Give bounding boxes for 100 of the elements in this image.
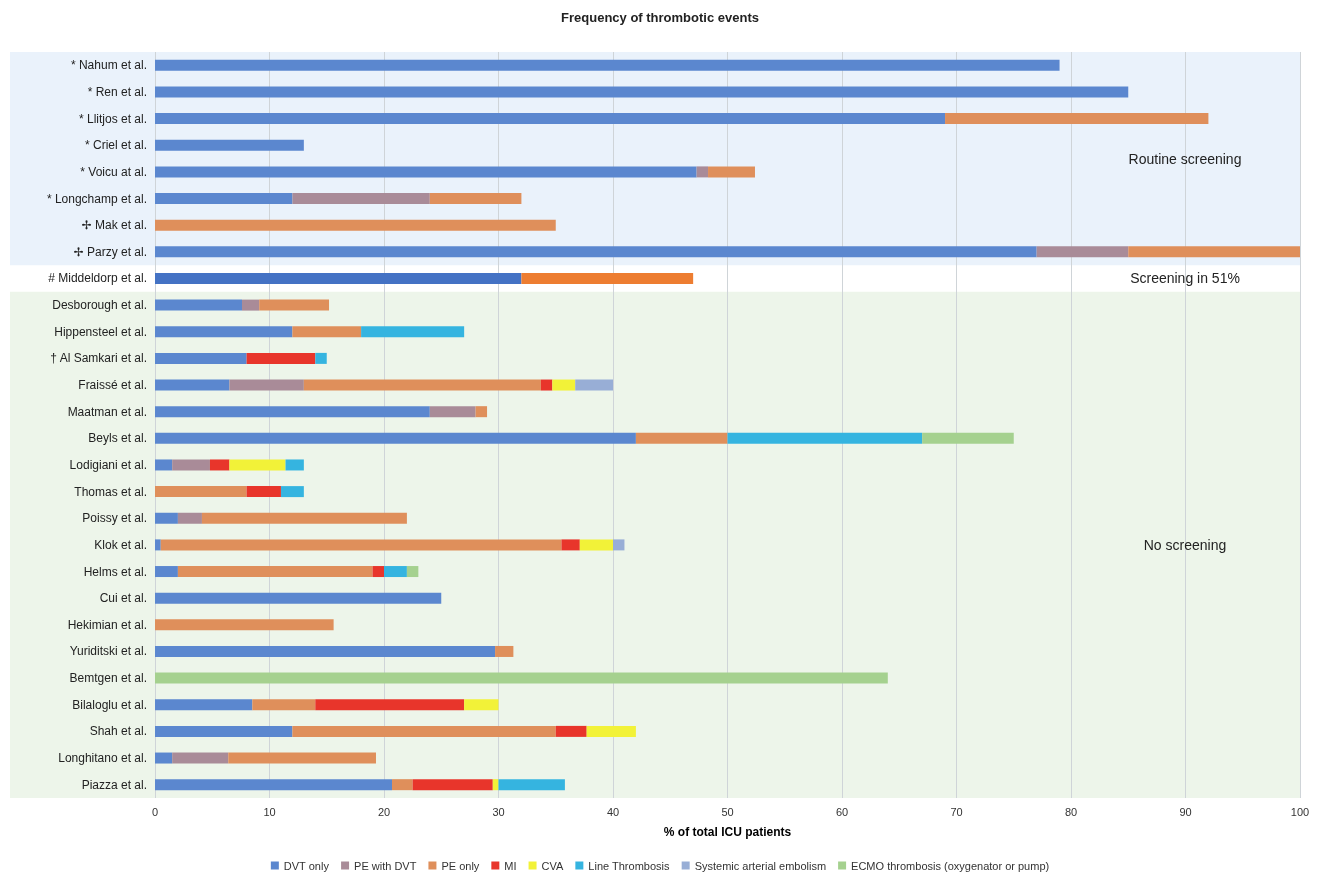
x-tick-label: 90 bbox=[1179, 805, 1192, 818]
legend-label: MI bbox=[504, 859, 517, 872]
x-tick-label: 100 bbox=[1290, 805, 1310, 818]
annotation: Screening in 51% bbox=[1130, 270, 1240, 287]
bar bbox=[259, 299, 330, 311]
bar bbox=[635, 432, 728, 444]
bar bbox=[429, 406, 476, 418]
x-tick-label: 60 bbox=[835, 805, 849, 818]
legend-label: PE with DVT bbox=[354, 859, 417, 872]
bar bbox=[475, 406, 488, 418]
bar bbox=[561, 539, 580, 551]
bar bbox=[372, 566, 384, 578]
bar bbox=[155, 459, 173, 471]
legend-label: CVA bbox=[541, 859, 565, 872]
y-tick-label: Longhitano et al. bbox=[58, 751, 147, 766]
bar bbox=[945, 113, 1209, 125]
bar bbox=[727, 432, 923, 444]
y-tick-label: Hekimian et al. bbox=[67, 617, 147, 632]
bar bbox=[155, 486, 247, 498]
legend-label: Line Thrombosis bbox=[588, 859, 670, 872]
band-label: Routine screening bbox=[1128, 150, 1242, 167]
bar bbox=[575, 379, 613, 391]
bar bbox=[155, 672, 888, 684]
bar bbox=[252, 699, 316, 711]
x-tick-label: 20 bbox=[377, 805, 391, 818]
y-tick-label: Thomas et al. bbox=[74, 484, 147, 499]
bar bbox=[708, 166, 755, 178]
bar bbox=[285, 459, 304, 471]
y-tick-label: † Al Samkari et al. bbox=[50, 351, 147, 366]
bar bbox=[155, 193, 293, 205]
bar bbox=[155, 166, 697, 178]
y-tick-label: # Middeldorp et al. bbox=[48, 271, 147, 286]
bar bbox=[1128, 246, 1300, 258]
x-tick-label: 10 bbox=[263, 805, 276, 818]
bar bbox=[246, 352, 316, 364]
y-tick-label: Maatman et al. bbox=[67, 404, 147, 419]
y-tick-label: * Ren et al. bbox=[87, 84, 147, 99]
bar bbox=[579, 539, 613, 551]
x-tick-label: 0 bbox=[151, 805, 159, 818]
bar bbox=[155, 86, 1129, 98]
bar bbox=[292, 326, 362, 338]
bar bbox=[155, 619, 334, 631]
bar bbox=[229, 379, 304, 391]
bar bbox=[586, 725, 636, 737]
bar bbox=[1036, 246, 1129, 258]
legend-label: PE only bbox=[441, 859, 480, 872]
legend-label: Systemic arterial embolism bbox=[694, 859, 827, 872]
bar bbox=[155, 113, 946, 125]
bar bbox=[177, 566, 373, 578]
y-tick-label: Poissy et al. bbox=[82, 511, 147, 526]
bar bbox=[315, 352, 327, 364]
y-tick-label: Piazza et al. bbox=[81, 777, 147, 792]
y-tick-label: Yuriditski et al. bbox=[69, 644, 147, 659]
x-tick-label: 50 bbox=[721, 805, 734, 818]
bar bbox=[155, 539, 161, 551]
bar bbox=[613, 539, 625, 551]
bar bbox=[155, 779, 393, 791]
bar bbox=[155, 752, 173, 764]
bar bbox=[155, 432, 636, 444]
x-tick-label: 30 bbox=[492, 805, 505, 818]
y-tick-label: * Nahum et al. bbox=[70, 58, 147, 73]
y-tick-label: Lodigiani et al. bbox=[69, 457, 147, 472]
bar bbox=[172, 459, 210, 471]
y-tick-label: Beyls et al. bbox=[88, 431, 147, 446]
bar bbox=[392, 779, 413, 791]
y-tick-label: * Voicu at al. bbox=[80, 164, 147, 179]
bar bbox=[172, 752, 229, 764]
y-tick-label: ✢ Parzy et al. bbox=[73, 244, 147, 259]
legend-label: DVT only bbox=[283, 859, 330, 872]
bar bbox=[922, 432, 1014, 444]
bar bbox=[160, 539, 562, 551]
bar bbox=[155, 272, 522, 284]
bar bbox=[155, 725, 293, 737]
chart-title: Frequency of thrombotic events bbox=[561, 10, 759, 25]
x-axis-title: % of total ICU patients bbox=[663, 825, 792, 839]
bar bbox=[292, 725, 556, 737]
bar bbox=[229, 459, 286, 471]
bar bbox=[155, 352, 247, 364]
y-tick-label: Desborough et al. bbox=[52, 298, 147, 313]
y-tick-label: Hippensteel et al. bbox=[54, 324, 147, 339]
bar bbox=[155, 699, 253, 711]
bar bbox=[155, 326, 293, 338]
bar bbox=[246, 486, 281, 498]
bar bbox=[228, 752, 376, 764]
bar bbox=[292, 193, 430, 205]
bar bbox=[406, 566, 419, 578]
bar bbox=[155, 592, 442, 604]
bar bbox=[555, 725, 587, 737]
bar bbox=[155, 645, 496, 657]
x-tick-label: 70 bbox=[950, 805, 963, 818]
bar bbox=[315, 699, 465, 711]
bar bbox=[429, 193, 522, 205]
bar bbox=[696, 166, 709, 178]
bar bbox=[155, 139, 304, 151]
x-tick-label: 80 bbox=[1064, 805, 1078, 818]
bar bbox=[464, 699, 499, 711]
bar bbox=[155, 406, 430, 418]
bar bbox=[495, 645, 514, 657]
legend-label: ECMO thrombosis (oxygenator or pump) bbox=[851, 859, 1050, 872]
y-tick-label: * Llitjos et al. bbox=[78, 111, 147, 126]
